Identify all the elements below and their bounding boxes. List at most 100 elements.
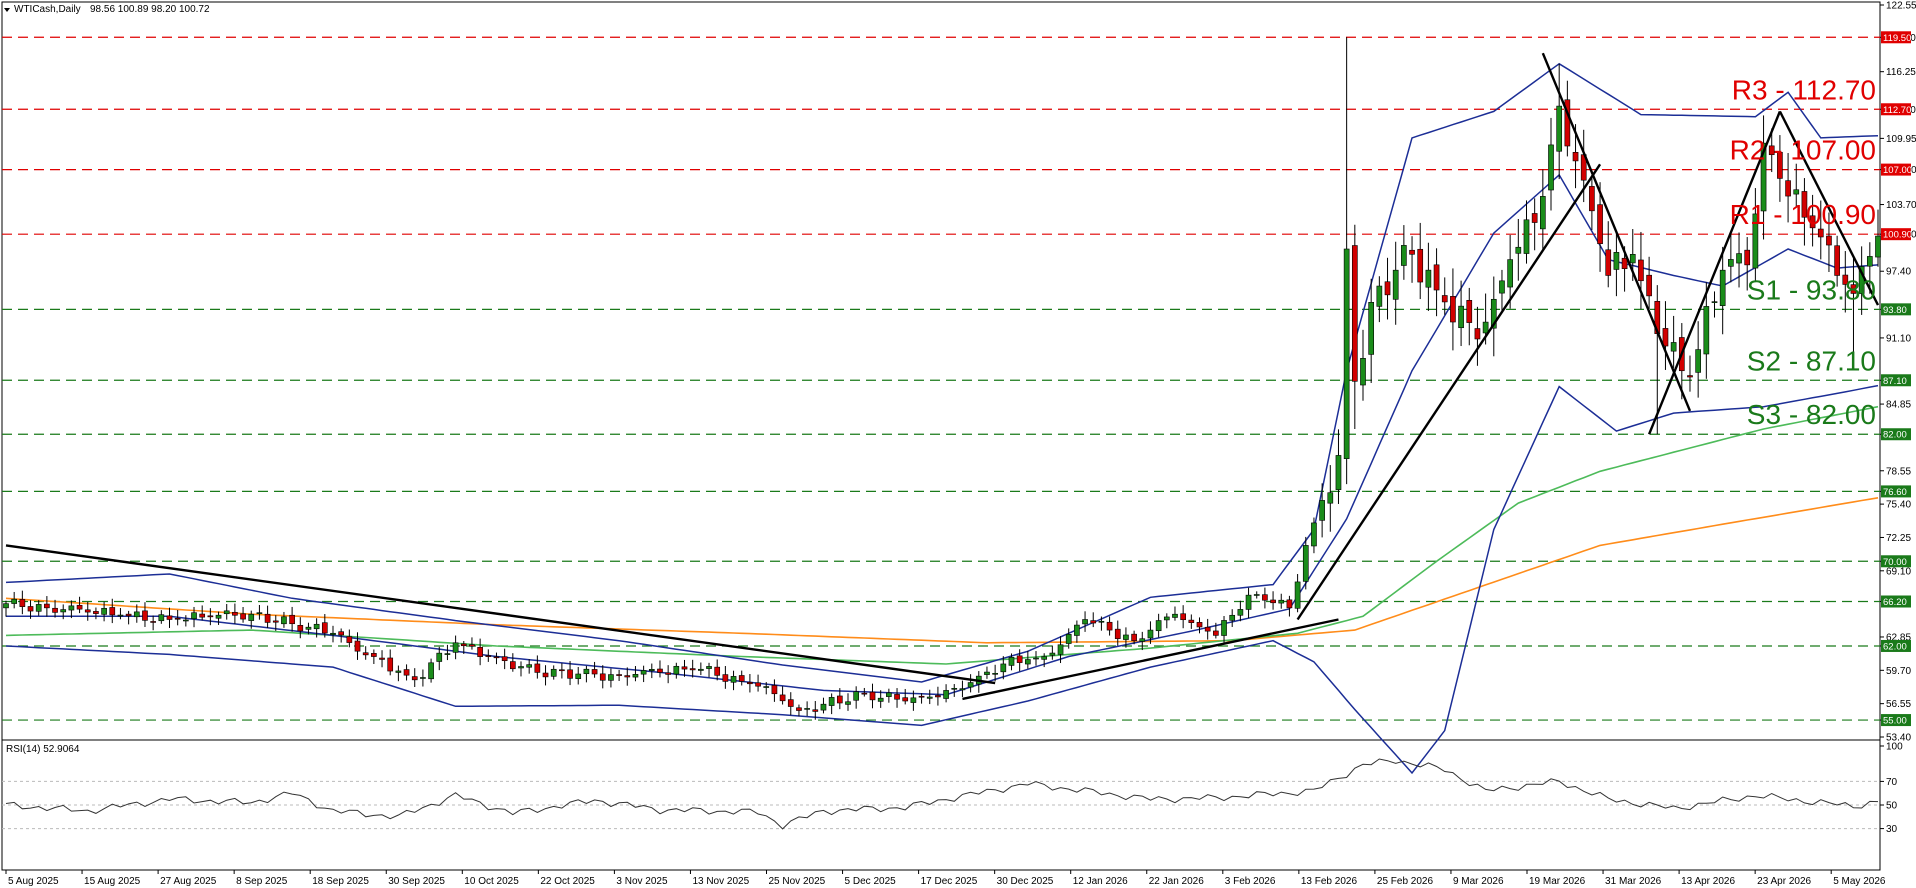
- candle: [44, 596, 50, 617]
- level-label-87.10: S2 - 87.10: [1747, 345, 1876, 376]
- level-tags-layer: 112.70 107.00 100.90 93.80 87.10 82.00 119.50 7…: [1881, 31, 1912, 727]
- candle: [1556, 63, 1563, 180]
- candle: [1057, 636, 1064, 664]
- candle: [1302, 536, 1309, 590]
- candle: [836, 688, 843, 710]
- candle: [199, 605, 206, 621]
- candle: [1744, 237, 1751, 291]
- candle: [722, 666, 729, 689]
- candle: [452, 635, 459, 660]
- price-tick-label: 91.10: [1886, 333, 1911, 344]
- candle: [1834, 235, 1840, 287]
- candle: [632, 666, 639, 682]
- date-tick-label: 5 Dec 2025: [845, 876, 897, 887]
- level-tag-100.90: 100.90: [1883, 230, 1912, 241]
- candle: [321, 614, 328, 638]
- candle: [485, 649, 492, 662]
- level-tag-bg-82.00: [1881, 428, 1911, 441]
- date-tick-label: 17 Dec 2025: [921, 876, 978, 887]
- candle: [657, 660, 663, 678]
- level-tag-bg-100.90: [1881, 228, 1911, 241]
- level-tag-bg-107.00: [1881, 163, 1911, 176]
- candle: [1613, 230, 1620, 297]
- level-label-112.70: R3 - 112.70: [1732, 74, 1876, 105]
- level-tag-66.20: 66.20: [1883, 597, 1907, 608]
- price-tick-label: 59.70: [1886, 666, 1911, 677]
- date-tick-label: 19 Mar 2026: [1529, 876, 1586, 887]
- candle: [894, 688, 900, 708]
- candle: [1728, 230, 1734, 283]
- candle: [1335, 429, 1342, 504]
- candle: [1033, 651, 1039, 666]
- candle: [444, 644, 451, 661]
- trendline[interactable]: [1647, 110, 1782, 435]
- candle: [984, 666, 990, 679]
- date-tick-label: 3 Nov 2025: [616, 876, 668, 887]
- candle: [959, 680, 966, 698]
- trendline[interactable]: [5, 544, 996, 685]
- candle: [673, 662, 680, 679]
- candle: [35, 600, 42, 616]
- date-tick-label: 13 Apr 2026: [1681, 876, 1735, 887]
- candle: [1785, 153, 1791, 223]
- candle: [1433, 248, 1440, 317]
- candle: [1253, 591, 1260, 599]
- candle: [1638, 231, 1644, 310]
- collapse-arrow-icon[interactable]: [4, 8, 10, 12]
- candle: [1229, 609, 1236, 627]
- candle: [256, 605, 263, 620]
- trendline[interactable]: [962, 618, 1339, 701]
- candle: [223, 604, 230, 620]
- candle: [68, 600, 75, 619]
- level-labels-layer: R3 - 112.70 R2 - 107.00 R1 - 100.90 S1 - 93…: [1730, 74, 1876, 430]
- time-axis: 5 Aug 2025 15 Aug 2025 27 Aug 2025 8 Sep 20…: [5, 870, 1886, 887]
- candle: [1646, 256, 1652, 310]
- candle: [1368, 278, 1375, 383]
- candle: [1736, 232, 1742, 288]
- trendline[interactable]: [1778, 110, 1880, 306]
- candle: [1474, 306, 1481, 366]
- candle: [534, 655, 541, 679]
- candle: [1507, 234, 1513, 309]
- candle: [1098, 616, 1105, 631]
- candle: [313, 618, 320, 638]
- candle: [1163, 613, 1170, 629]
- candle: [1204, 618, 1211, 640]
- trendline[interactable]: [1296, 163, 1602, 621]
- candle: [1490, 276, 1497, 357]
- level-tag-112.70: 112.70: [1883, 105, 1911, 116]
- candle: [1074, 620, 1080, 643]
- candle: [1082, 611, 1088, 632]
- trendline[interactable]: [1541, 52, 1692, 412]
- candle: [60, 604, 67, 620]
- level-tag-107.00: 107.00: [1883, 165, 1912, 176]
- candle: [747, 673, 753, 693]
- candle: [591, 661, 598, 678]
- candle: [518, 661, 524, 677]
- candle: [215, 611, 222, 625]
- candle: [1155, 613, 1162, 638]
- candle: [755, 674, 761, 692]
- candle: [1662, 301, 1669, 370]
- level-tag-bg-93.80: [1881, 303, 1911, 316]
- candle: [1409, 236, 1415, 283]
- candle: [191, 606, 197, 628]
- candle: [763, 682, 770, 695]
- candle: [935, 686, 941, 706]
- candle: [1392, 241, 1399, 325]
- level-label-93.80: S1 - 93.80: [1747, 274, 1876, 305]
- candle: [84, 601, 91, 621]
- candle: [812, 701, 819, 720]
- candle: [125, 610, 132, 625]
- candle: [1172, 606, 1178, 621]
- candle: [1817, 200, 1824, 260]
- level-tag-82.00: 82.00: [1883, 430, 1907, 441]
- rsi-line: [5, 758, 1879, 830]
- date-tick-label: 5 May 2026: [1833, 876, 1886, 887]
- candle: [76, 596, 83, 614]
- candle: [1499, 269, 1505, 313]
- candle: [1458, 280, 1464, 347]
- candle: [861, 687, 868, 697]
- candle: [886, 688, 892, 703]
